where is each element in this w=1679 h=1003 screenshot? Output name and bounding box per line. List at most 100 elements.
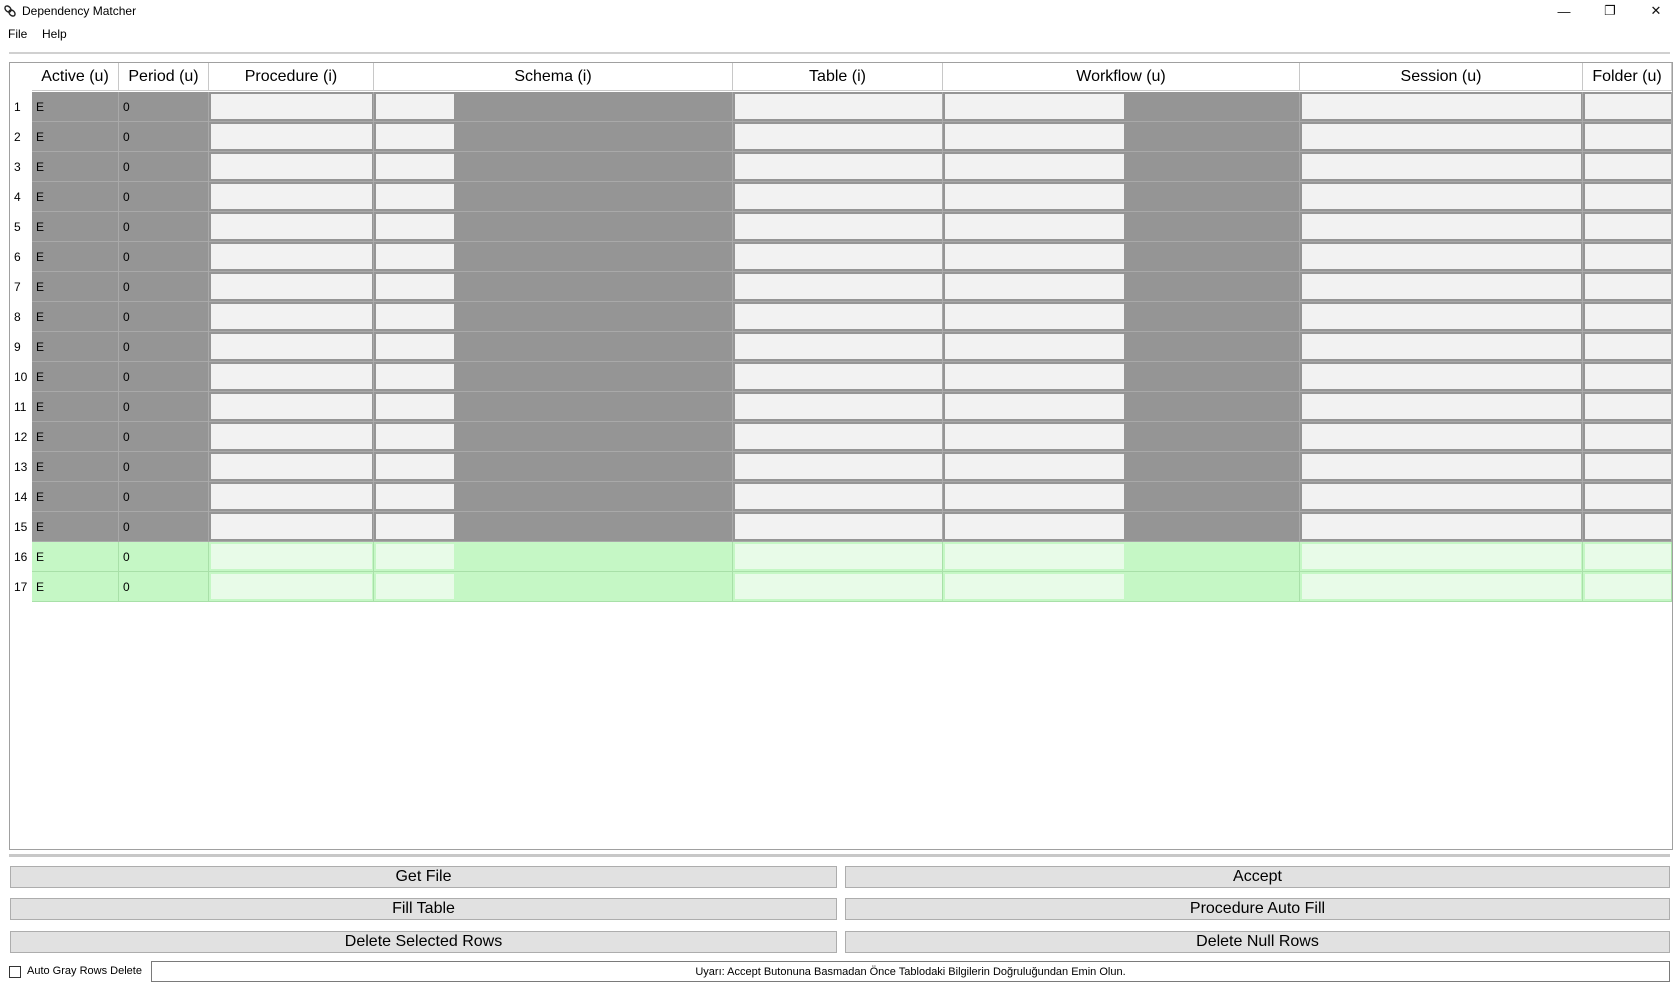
schema-cell[interactable] [374, 302, 733, 332]
table-cell[interactable] [733, 302, 943, 332]
session-cell[interactable] [1300, 92, 1583, 122]
table-cell[interactable] [733, 242, 943, 272]
schema-cell[interactable] [374, 212, 733, 242]
session-cell[interactable] [1300, 512, 1583, 542]
procedure-cell[interactable] [209, 422, 374, 452]
procedure-cell[interactable] [209, 242, 374, 272]
workflow-cell[interactable] [943, 182, 1300, 212]
dependency-grid[interactable]: Active (u) Period (u) Procedure (i) Schema … [9, 62, 1673, 850]
session-cell[interactable] [1300, 242, 1583, 272]
session-cell[interactable] [1300, 572, 1583, 602]
procedure-cell[interactable] [209, 362, 374, 392]
period-cell[interactable]: 0 [119, 152, 209, 182]
period-cell[interactable]: 0 [119, 242, 209, 272]
session-cell[interactable] [1300, 332, 1583, 362]
procedure-cell[interactable] [209, 272, 374, 302]
folder-cell[interactable] [1583, 272, 1672, 302]
minimize-button[interactable]: — [1541, 0, 1587, 22]
procedure-auto-fill-button[interactable]: Procedure Auto Fill [845, 898, 1670, 920]
active-cell[interactable]: E [32, 452, 119, 482]
procedure-cell[interactable] [209, 182, 374, 212]
workflow-cell[interactable] [943, 332, 1300, 362]
session-cell[interactable] [1300, 182, 1583, 212]
schema-cell[interactable] [374, 362, 733, 392]
table-cell[interactable] [733, 482, 943, 512]
folder-cell[interactable] [1583, 152, 1672, 182]
workflow-cell[interactable] [943, 302, 1300, 332]
column-header[interactable]: Workflow (u) [943, 63, 1300, 91]
procedure-cell[interactable] [209, 302, 374, 332]
schema-cell[interactable] [374, 392, 733, 422]
schema-cell[interactable] [374, 482, 733, 512]
active-cell[interactable]: E [32, 92, 119, 122]
table-row[interactable]: 11 E 0 [10, 392, 1672, 422]
procedure-cell[interactable] [209, 392, 374, 422]
table-cell[interactable] [733, 152, 943, 182]
table-cell[interactable] [733, 422, 943, 452]
session-cell[interactable] [1300, 542, 1583, 572]
schema-cell[interactable] [374, 122, 733, 152]
table-row[interactable]: 17 E 0 [10, 572, 1672, 602]
table-row[interactable]: 13 E 0 [10, 452, 1672, 482]
period-cell[interactable]: 0 [119, 422, 209, 452]
period-cell[interactable]: 0 [119, 572, 209, 602]
period-cell[interactable]: 0 [119, 392, 209, 422]
session-cell[interactable] [1300, 482, 1583, 512]
active-cell[interactable]: E [32, 272, 119, 302]
procedure-cell[interactable] [209, 122, 374, 152]
active-cell[interactable]: E [32, 122, 119, 152]
workflow-cell[interactable] [943, 542, 1300, 572]
folder-cell[interactable] [1583, 242, 1672, 272]
table-cell[interactable] [733, 512, 943, 542]
procedure-cell[interactable] [209, 152, 374, 182]
workflow-cell[interactable] [943, 392, 1300, 422]
session-cell[interactable] [1300, 422, 1583, 452]
session-cell[interactable] [1300, 212, 1583, 242]
schema-cell[interactable] [374, 572, 733, 602]
table-cell[interactable] [733, 542, 943, 572]
column-header[interactable]: Schema (i) [374, 63, 733, 91]
session-cell[interactable] [1300, 392, 1583, 422]
active-cell[interactable]: E [32, 422, 119, 452]
folder-cell[interactable] [1583, 482, 1672, 512]
schema-cell[interactable] [374, 452, 733, 482]
column-header[interactable]: Table (i) [733, 63, 943, 91]
column-header[interactable]: Period (u) [119, 63, 209, 91]
schema-cell[interactable] [374, 242, 733, 272]
schema-cell[interactable] [374, 152, 733, 182]
active-cell[interactable]: E [32, 302, 119, 332]
folder-cell[interactable] [1583, 362, 1672, 392]
table-cell[interactable] [733, 452, 943, 482]
procedure-cell[interactable] [209, 92, 374, 122]
active-cell[interactable]: E [32, 362, 119, 392]
active-cell[interactable]: E [32, 572, 119, 602]
menu-help[interactable]: Help [42, 27, 67, 41]
workflow-cell[interactable] [943, 572, 1300, 602]
session-cell[interactable] [1300, 152, 1583, 182]
active-cell[interactable]: E [32, 152, 119, 182]
folder-cell[interactable] [1583, 302, 1672, 332]
accept-button[interactable]: Accept [845, 866, 1670, 888]
schema-cell[interactable] [374, 92, 733, 122]
table-cell[interactable] [733, 362, 943, 392]
period-cell[interactable]: 0 [119, 362, 209, 392]
folder-cell[interactable] [1583, 212, 1672, 242]
procedure-cell[interactable] [209, 332, 374, 362]
column-header[interactable]: Procedure (i) [209, 63, 374, 91]
workflow-cell[interactable] [943, 152, 1300, 182]
procedure-cell[interactable] [209, 482, 374, 512]
delete-null-rows-button[interactable]: Delete Null Rows [845, 931, 1670, 953]
session-cell[interactable] [1300, 302, 1583, 332]
procedure-cell[interactable] [209, 572, 374, 602]
folder-cell[interactable] [1583, 92, 1672, 122]
table-cell[interactable] [733, 332, 943, 362]
workflow-cell[interactable] [943, 272, 1300, 302]
column-header[interactable]: Folder (u) [1583, 63, 1672, 91]
workflow-cell[interactable] [943, 242, 1300, 272]
period-cell[interactable]: 0 [119, 182, 209, 212]
